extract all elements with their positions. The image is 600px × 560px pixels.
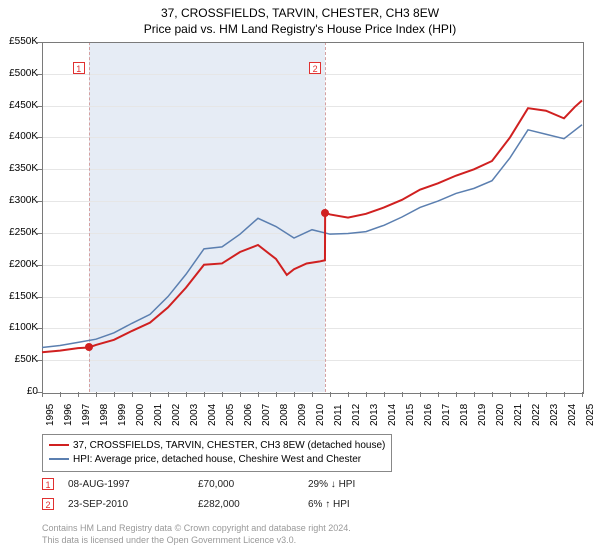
- sale-marker-2: 2: [309, 62, 321, 74]
- sale-row: 1 08-AUG-1997£70,00029% ↓ HPI: [42, 478, 428, 490]
- chart-footer: Contains HM Land Registry data © Crown c…: [42, 522, 351, 546]
- sale-dot: [321, 209, 329, 217]
- sale-row-price: £70,000: [198, 479, 308, 490]
- sale-row-marker: 1: [42, 478, 54, 490]
- legend-item: 37, CROSSFIELDS, TARVIN, CHESTER, CH3 8E…: [49, 439, 385, 453]
- series-hpi: [42, 125, 582, 348]
- footer-line: Contains HM Land Registry data © Crown c…: [42, 522, 351, 534]
- legend-item: HPI: Average price, detached house, Ches…: [49, 453, 385, 467]
- legend-swatch: [49, 458, 69, 460]
- footer-line: This data is licensed under the Open Gov…: [42, 534, 351, 546]
- sale-dot: [85, 343, 93, 351]
- sale-row-price: £282,000: [198, 499, 308, 510]
- sale-row-delta: 29% ↓ HPI: [308, 479, 428, 490]
- sale-row-marker: 2: [42, 498, 54, 510]
- legend-swatch: [49, 444, 69, 446]
- sale-row-delta: 6% ↑ HPI: [308, 499, 428, 510]
- legend-label: HPI: Average price, detached house, Ches…: [73, 454, 361, 465]
- chart-svg: [0, 0, 600, 560]
- sale-row-date: 08-AUG-1997: [68, 479, 198, 490]
- sale-marker-1: 1: [73, 62, 85, 74]
- legend-label: 37, CROSSFIELDS, TARVIN, CHESTER, CH3 8E…: [73, 440, 385, 451]
- chart-legend: 37, CROSSFIELDS, TARVIN, CHESTER, CH3 8E…: [42, 434, 392, 472]
- series-price_paid: [42, 101, 582, 353]
- sale-row: 2 23-SEP-2010£282,0006% ↑ HPI: [42, 498, 428, 510]
- sale-row-date: 23-SEP-2010: [68, 499, 198, 510]
